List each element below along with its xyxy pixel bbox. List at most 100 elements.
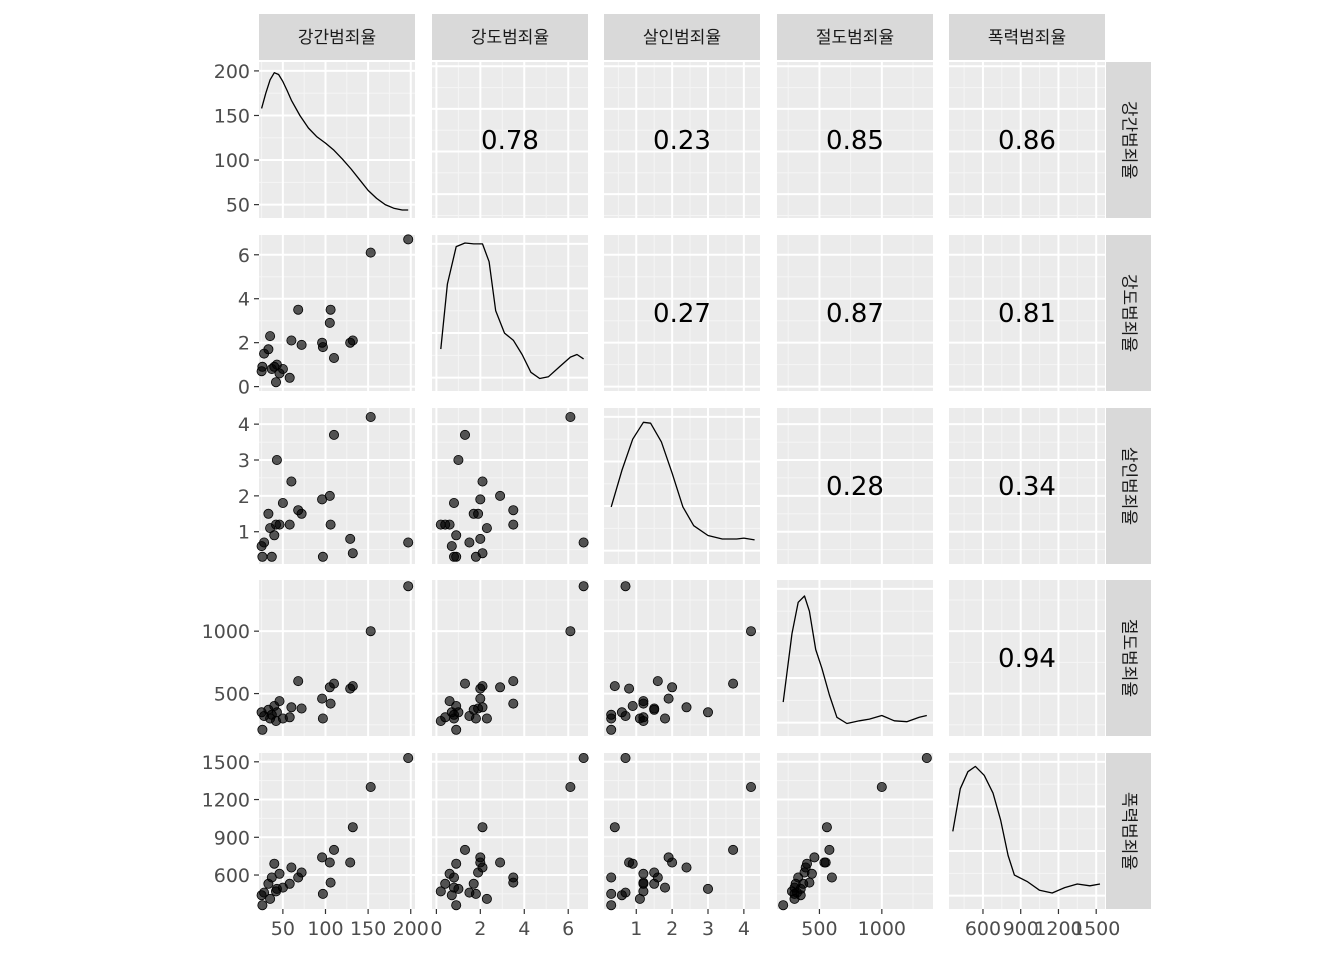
scatter-point <box>265 893 276 904</box>
scatter-point <box>921 753 932 764</box>
panel-background <box>604 753 760 909</box>
x-tick-label: 6 <box>562 918 574 940</box>
scatter-point <box>481 523 492 534</box>
scatter-point <box>328 678 339 689</box>
y-tick-label: 600 <box>214 865 250 887</box>
scatter-point <box>703 707 714 718</box>
scatter-point <box>652 676 663 687</box>
scatter-point <box>477 476 488 487</box>
x-axis-col-0: 50 100 150 200 <box>271 909 429 940</box>
scatter-point <box>819 857 830 868</box>
scatter-point <box>477 548 488 559</box>
scatter-point <box>508 877 519 888</box>
strip-background <box>1106 580 1151 736</box>
scatter-point <box>473 867 484 878</box>
scatter-point <box>789 888 800 899</box>
scatter-point <box>473 703 484 714</box>
x-tick-label: 4 <box>518 918 530 940</box>
scatter-point <box>728 844 739 855</box>
strip-background <box>1106 753 1151 909</box>
scatter-point <box>271 454 282 465</box>
scatter-point <box>565 411 576 422</box>
scatter-point <box>876 782 887 793</box>
scatter-point <box>565 626 576 637</box>
scatter-point <box>286 476 297 487</box>
correlation-label: 0.34 <box>998 472 1056 502</box>
scatter-point <box>470 888 481 899</box>
scatter-point <box>293 676 304 687</box>
scatter-point <box>667 857 678 868</box>
scatter-point <box>284 878 295 889</box>
strip-label: 절도범죄율 <box>816 28 894 48</box>
scatter-point <box>347 681 358 692</box>
scatter-point <box>325 519 336 530</box>
scatter-point <box>638 698 649 709</box>
strip-label: 살인범죄율 <box>1119 447 1139 525</box>
density-line <box>952 765 1101 894</box>
x-tick-label: 0 <box>430 918 442 940</box>
panel-background <box>604 408 760 564</box>
scatter-point <box>440 878 451 889</box>
scatter-point <box>274 696 285 707</box>
correlation-label: 0.81 <box>998 299 1056 329</box>
scatter-point <box>638 712 649 723</box>
scatter-point <box>660 882 671 893</box>
column-strip-4: 폭력범죄율 <box>949 14 1105 60</box>
scatter-point <box>470 713 481 724</box>
scatter-point <box>435 886 446 897</box>
y-tick-label: 6 <box>238 245 250 267</box>
y-axis-row-4: 600 900 1200 1500 <box>202 752 259 887</box>
scatter-point <box>277 363 288 374</box>
x-tick-label: 1 <box>630 918 642 940</box>
scatter-point <box>495 857 506 868</box>
scatter-point <box>440 519 451 530</box>
correlation-label: 0.28 <box>826 472 884 502</box>
y-tick-label: 1200 <box>202 790 250 812</box>
scatter-point <box>809 852 820 863</box>
scatter-point <box>464 537 475 548</box>
panel-2-1 <box>432 408 589 564</box>
panel-background <box>949 753 1105 909</box>
panel-background <box>777 580 933 736</box>
panel-0-0 <box>259 62 415 218</box>
scatter-point <box>620 711 631 722</box>
scatter-point <box>606 724 617 735</box>
scatter-point <box>277 497 288 508</box>
scatter-point <box>451 724 462 735</box>
scatter-point <box>824 844 835 855</box>
scatter-point <box>451 530 462 541</box>
scatter-point <box>459 678 470 689</box>
y-tick-label: 100 <box>214 150 250 172</box>
scatter-point <box>451 900 462 911</box>
strip-label: 폭력범죄율 <box>1119 792 1139 870</box>
scatter-point <box>790 878 801 889</box>
y-axis-row-0: 50 100 150 200 <box>214 61 259 217</box>
strip-background <box>259 14 415 60</box>
scatter-point <box>477 822 488 833</box>
scatter-point <box>259 537 270 548</box>
scatter-point <box>606 872 617 883</box>
scatter-point <box>620 887 631 898</box>
panel-background <box>949 408 1105 564</box>
x-axis-col-3: 500 1000 <box>801 909 906 940</box>
scatter-point <box>638 877 649 888</box>
panel-1-2: 0.27 <box>604 235 760 391</box>
x-axis-col-2: 1 2 3 4 <box>630 909 750 940</box>
scatter-point <box>257 900 268 911</box>
scatter-point <box>317 888 328 899</box>
scatter-point <box>660 713 671 724</box>
scatter-point <box>703 883 714 894</box>
scatter-point <box>609 822 620 833</box>
scatter-point <box>444 868 455 879</box>
row-strip-0: 강간범죄율 <box>1106 62 1151 218</box>
scatter-point <box>746 782 757 793</box>
scatter-point <box>448 713 459 724</box>
y-axis-row-2: 1 2 3 4 <box>238 414 259 544</box>
scatter-point <box>324 490 335 501</box>
density-line <box>260 72 409 211</box>
panel-4-1 <box>432 753 589 911</box>
scatter-point <box>649 867 660 878</box>
scatter-point <box>627 701 638 712</box>
x-tick-label: 600 <box>965 918 1001 940</box>
scatter-point <box>403 581 414 592</box>
